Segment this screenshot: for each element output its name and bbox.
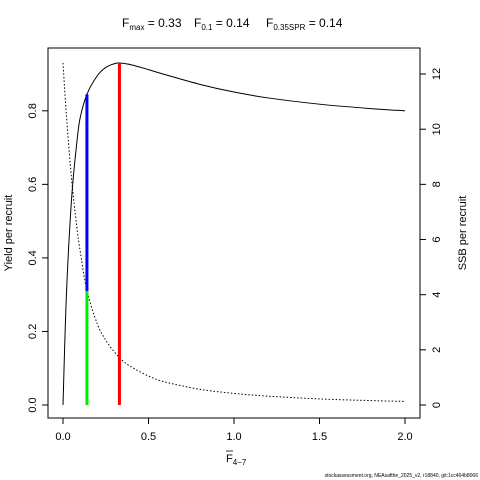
y-right-tick-label: 2: [431, 347, 443, 353]
y-left-tick-label: 0.6: [27, 177, 39, 192]
y-axis-right-title: SSB per recruit: [457, 196, 469, 271]
x-tick-label: 1.0: [226, 431, 241, 443]
x-tick-label: 0.0: [55, 431, 70, 443]
yield-per-recruit-line: [62, 62, 406, 406]
x-tick-label: 2.0: [397, 431, 412, 443]
reference-lines: [85, 63, 121, 405]
y-right-tick-label: 12: [431, 68, 443, 80]
y-right-tick-label: 8: [431, 181, 443, 187]
x-tick-label: 0.5: [141, 431, 156, 443]
y-right-tick-label: 4: [431, 292, 443, 298]
y-right-tick-label: 10: [431, 123, 443, 135]
x-axis: 0.0 0.5 1.0 1.5 2.0: [55, 418, 413, 443]
y-left-tick-label: 0.0: [27, 397, 39, 412]
series-layer: [62, 62, 406, 406]
y-left-tick-label: 0.4: [27, 250, 39, 265]
title-f01: F0.1 = 0.14: [194, 16, 250, 32]
y-axis-right: 0 2 4 6 8 10 12: [420, 68, 443, 408]
x-tick-label: 1.5: [312, 431, 327, 443]
ssb-per-recruit-line: [62, 62, 406, 402]
y-right-tick-label: 6: [431, 236, 443, 242]
y-left-tick-label: 0.2: [27, 324, 39, 339]
plot-frame: [47, 47, 421, 419]
title-fmax: Fmax = 0.33: [122, 16, 182, 32]
y-axis-left-title: Yield per recruit: [3, 195, 15, 272]
title-fspr: F0.35SPR = 0.14: [266, 16, 343, 32]
source-note: stockassessment.org, NEAsafthe_2025_v2, …: [325, 473, 479, 479]
y-left-tick-label: 0.8: [27, 103, 39, 118]
y-right-tick-label: 0: [431, 402, 443, 408]
x-axis-title: F4−7: [226, 453, 247, 467]
y-axis-left: 0.0 0.2 0.4 0.6 0.8: [27, 103, 48, 413]
